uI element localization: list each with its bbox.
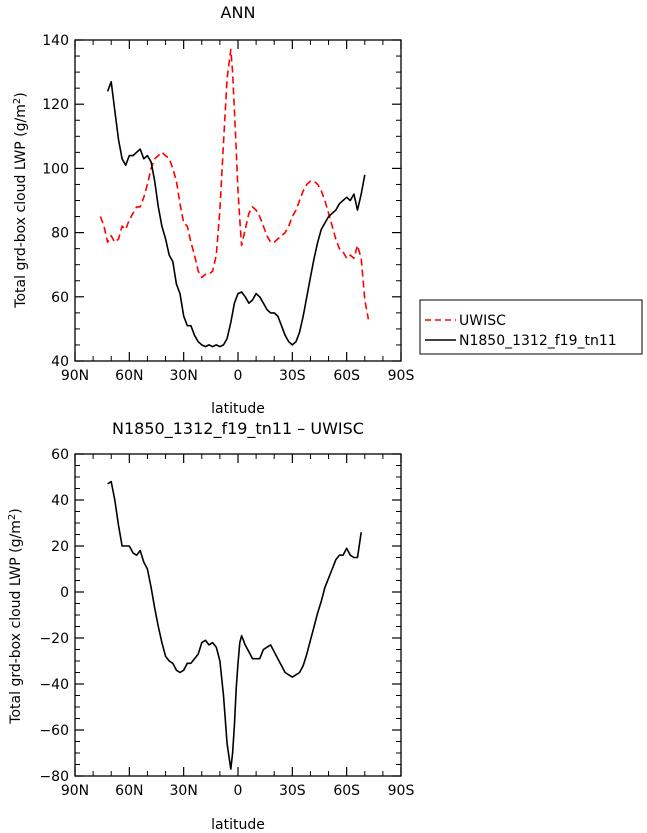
legend: UWISC N1850_1312_f19_tn11 bbox=[419, 299, 643, 355]
top-x-axis-label: latitude bbox=[211, 401, 265, 417]
bottom-y-tick-label: 0 bbox=[60, 585, 69, 601]
top-series-group bbox=[99, 48, 370, 348]
bottom-x-tick-label: 30N bbox=[170, 783, 198, 799]
top-y-tick-label: 60 bbox=[51, 290, 69, 306]
bottom-series-group bbox=[107, 480, 362, 770]
legend-box bbox=[419, 299, 643, 355]
top-y-tick-label: 120 bbox=[42, 97, 69, 113]
bottom-y-tick-label: 40 bbox=[51, 493, 69, 509]
top-y-tick-label: 100 bbox=[42, 161, 69, 177]
bottom-y-tick-label: −80 bbox=[39, 769, 69, 785]
bottom-y-tick-label: −40 bbox=[39, 677, 69, 693]
bottom-series-difference-line bbox=[107, 480, 362, 770]
top-x-tick-label: 30S bbox=[279, 368, 306, 384]
top-x-tick-label: 90N bbox=[61, 368, 89, 384]
bottom-y-tick-label: −60 bbox=[39, 723, 69, 739]
bottom-x-tick-label: 30S bbox=[279, 783, 306, 799]
bottom-y-axis-label: Total grd-box cloud LWP (g/m2) bbox=[7, 508, 25, 724]
top-x-tick-label: 60N bbox=[115, 368, 143, 384]
top-x-tick-label: 30N bbox=[170, 368, 198, 384]
top-y-tick-label: 80 bbox=[51, 226, 69, 242]
bottom-y-tick-label: 20 bbox=[51, 539, 69, 555]
bottom-x-tick-label: 90N bbox=[61, 783, 89, 799]
top-y-axis-label: Total grd-box cloud LWP (g/m2) bbox=[12, 92, 30, 308]
legend-uwisc-label: UWISC bbox=[459, 313, 506, 329]
top-x-tick-label: 60S bbox=[333, 368, 360, 384]
top-series-n1850-1312-f19-tn11-line bbox=[106, 80, 366, 348]
bottom-x-tick-label: 60N bbox=[115, 783, 143, 799]
bottom-x-tick-label: 0 bbox=[234, 783, 243, 799]
bottom-y-tick-label: −20 bbox=[39, 631, 69, 647]
bottom-x-axis-label: latitude bbox=[211, 817, 265, 833]
bottom-x-tick-label: 90S bbox=[388, 783, 415, 799]
top-y-tick-label: 140 bbox=[42, 33, 69, 49]
top-axes: 90N 60N 30N 0 30S 60S 90S 40 60 80 100 120 140 bbox=[42, 33, 414, 384]
top-panel: ANN 90N 60N 30N 0 30S 60S 90S 40 60 80 100 120 140 l… bbox=[12, 3, 415, 417]
top-series-uwisc-line bbox=[99, 48, 370, 320]
bottom-chart-title: N1850_1312_f19_tn11 – UWISC bbox=[112, 419, 364, 439]
top-x-tick-label: 90S bbox=[388, 368, 415, 384]
bottom-axes: 90N 60N 30N 0 30S 60S 90S −80 −60 −40 −20 0 20 40 60 bbox=[39, 447, 414, 799]
top-x-tick-label: 0 bbox=[234, 368, 243, 384]
bottom-axes-frame bbox=[74, 453, 402, 777]
bottom-x-tick-label: 60S bbox=[333, 783, 360, 799]
top-y-tick-label: 40 bbox=[51, 354, 69, 370]
top-chart-title: ANN bbox=[221, 3, 256, 22]
bottom-panel: N1850_1312_f19_tn11 – UWISC 90N 60N 30N 0 30… bbox=[7, 419, 415, 833]
legend-model-label: N1850_1312_f19_tn11 bbox=[459, 333, 617, 349]
bottom-y-tick-label: 60 bbox=[51, 447, 69, 463]
